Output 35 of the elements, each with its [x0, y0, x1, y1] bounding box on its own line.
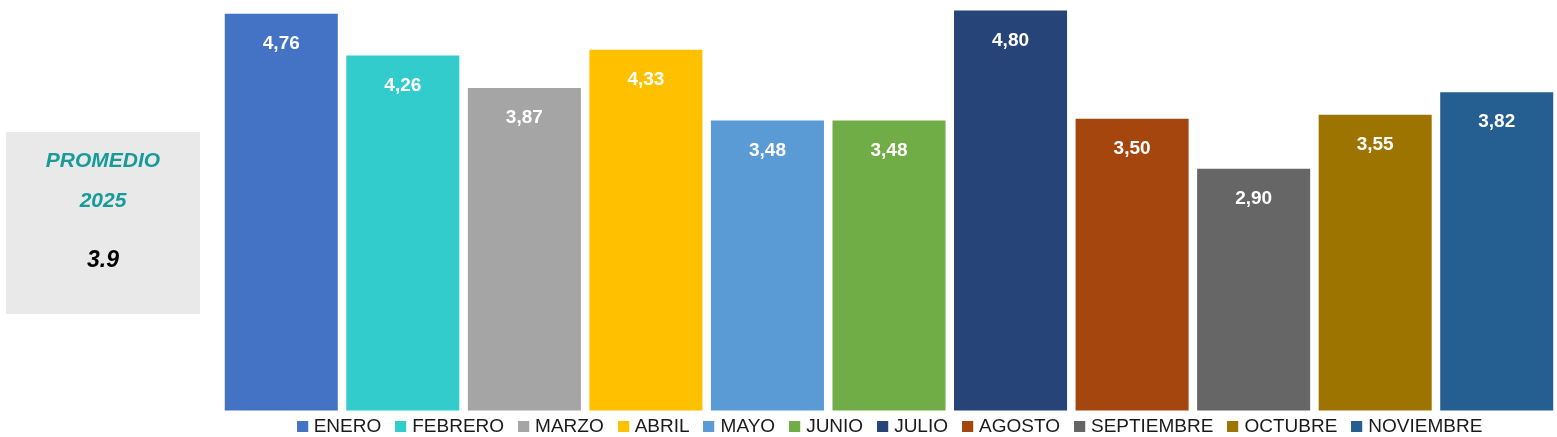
- legend-label: JUNIO: [806, 415, 864, 437]
- legend-label: AGOSTO: [979, 415, 1060, 437]
- data-label: 4,76: [262, 31, 300, 53]
- bar: [1197, 168, 1311, 411]
- legend-label: NOVIEMBRE: [1368, 415, 1483, 437]
- bar: [832, 120, 946, 411]
- data-label: 3,50: [1113, 136, 1151, 158]
- legend-label: ABRIL: [634, 415, 690, 437]
- legend-label: ENERO: [313, 415, 382, 437]
- legend-label: OCTUBRE: [1244, 415, 1338, 437]
- bar: [346, 55, 460, 411]
- legend-label: MARZO: [535, 415, 604, 437]
- annotation: PROMEDIO 2025: [44, 147, 162, 213]
- data-label: 4,33: [627, 67, 665, 89]
- bar: [224, 13, 338, 411]
- bar: [954, 10, 1068, 411]
- data-label: 3,55: [1356, 132, 1395, 154]
- bar: [467, 88, 581, 411]
- legend-label: SEPTIEMBRE: [1090, 415, 1214, 437]
- legend-label: MAYO: [720, 415, 776, 437]
- data-label: 4,26: [384, 73, 422, 95]
- annotation: 3.9: [86, 245, 120, 274]
- data-label: 3,82: [1478, 110, 1516, 132]
- data-label: 3,48: [870, 138, 908, 160]
- data-label: 2,90: [1235, 186, 1273, 208]
- bar: [710, 120, 824, 411]
- data-label: 3,48: [748, 138, 786, 160]
- legend-label: JULIO: [894, 415, 948, 437]
- bar: [589, 49, 703, 411]
- data-label: 3,87: [505, 106, 543, 127]
- bar: [1075, 118, 1189, 411]
- bar: [1440, 92, 1554, 411]
- legend-label: FEBRERO: [412, 415, 505, 437]
- bar: [1318, 114, 1432, 411]
- data-label: 4,80: [992, 28, 1030, 50]
